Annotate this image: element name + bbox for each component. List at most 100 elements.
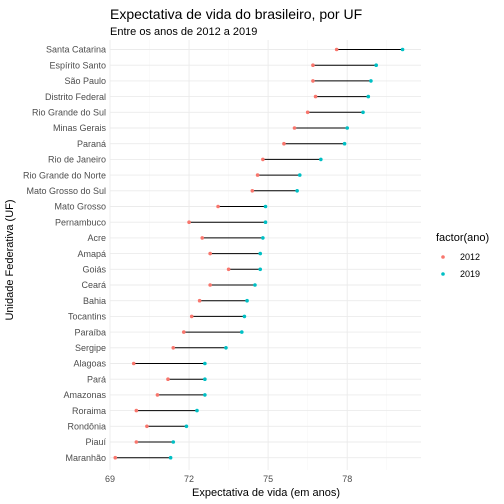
- y-tick-label: Goiás: [82, 265, 106, 275]
- x-axis-title: Expectativa de vida (em anos): [192, 487, 340, 499]
- point-2012: [305, 110, 310, 115]
- legend-key-2012: [441, 255, 445, 259]
- x-tick-label: 78: [342, 474, 352, 484]
- point-2019: [263, 204, 268, 209]
- y-tick-label: Mato Grosso: [54, 202, 106, 212]
- point-2012: [197, 298, 202, 303]
- y-tick-label: Piauí: [85, 437, 106, 447]
- point-2012: [187, 220, 191, 224]
- y-tick-label: Amazonas: [63, 390, 106, 400]
- point-2019: [261, 236, 265, 240]
- point-2012: [113, 455, 118, 460]
- x-tick-labels: 69 72 75 78: [105, 474, 352, 484]
- point-2019: [374, 63, 378, 67]
- y-tick-label: Rio Grande do Sul: [32, 108, 106, 118]
- point-2012: [145, 424, 149, 429]
- grid: [109, 40, 421, 470]
- segments: [115, 49, 403, 459]
- x-tick-label: 69: [105, 474, 115, 484]
- y-tick-label: Paraná: [77, 139, 106, 149]
- point-2019: [184, 424, 189, 429]
- point-2019: [245, 298, 249, 303]
- point-2012: [208, 283, 212, 287]
- point-2019: [168, 455, 173, 460]
- y-tick-label: Paraíba: [74, 327, 106, 337]
- point-2019: [361, 110, 365, 115]
- x-tick-label: 75: [263, 474, 273, 484]
- y-tick-labels: Santa Catarina Espírito Santo São Paulo Dis…: [23, 45, 107, 463]
- point-2012: [200, 236, 205, 240]
- point-2012: [171, 346, 176, 350]
- point-2012: [208, 251, 212, 256]
- point-2019: [258, 251, 263, 256]
- y-tick-label: Espírito Santo: [49, 60, 106, 70]
- point-2019: [295, 189, 299, 193]
- y-tick-label: Distrito Federal: [45, 92, 106, 102]
- y-tick-label: Amapá: [77, 249, 106, 259]
- point-2012: [292, 126, 297, 130]
- y-tick-label: Pará: [87, 374, 106, 384]
- point-2012: [313, 94, 318, 99]
- chart-subtitle: Entre os anos de 2012 a 2019: [110, 26, 257, 38]
- point-2019: [203, 393, 207, 397]
- point-2012: [166, 377, 170, 382]
- point-2012: [250, 189, 255, 193]
- point-2012: [131, 361, 136, 366]
- point-2012: [134, 408, 139, 413]
- point-2019: [345, 126, 350, 130]
- point-2019: [366, 94, 371, 99]
- point-2019: [171, 440, 176, 444]
- legend-label-2019: 2019: [460, 269, 480, 279]
- point-2012: [311, 63, 315, 67]
- point-2019: [400, 47, 405, 52]
- y-tick-label: Bahia: [83, 296, 106, 306]
- point-2012: [311, 79, 315, 83]
- point-2019: [253, 283, 257, 287]
- y-tick-label: Santa Catarina: [46, 45, 106, 55]
- point-2019: [195, 408, 199, 413]
- point-2012: [334, 47, 339, 52]
- legend-label-2012: 2012: [460, 252, 480, 262]
- point-2019: [342, 141, 347, 146]
- point-2019: [263, 220, 268, 224]
- point-2012: [282, 141, 286, 146]
- x-tick-label: 72: [184, 474, 194, 484]
- legend-title: factor(ano): [436, 232, 489, 244]
- legend-key-2019: [441, 272, 445, 276]
- point-2019: [203, 361, 207, 366]
- point-2012: [189, 314, 194, 319]
- point-2019: [242, 314, 247, 319]
- y-tick-label: Rio de Janeiro: [48, 155, 106, 165]
- point-2012: [134, 440, 139, 444]
- y-axis-title: Unidade Federativa (UF): [4, 199, 16, 320]
- point-2012: [181, 330, 186, 334]
- y-tick-label: Alagoas: [73, 359, 106, 369]
- point-2019: [369, 79, 373, 83]
- point-2012: [261, 157, 265, 162]
- y-tick-label: Rio Grande do Norte: [23, 170, 106, 180]
- y-tick-label: Pernambuco: [55, 217, 106, 227]
- point-2019: [258, 267, 263, 272]
- y-tick-label: Ceará: [81, 280, 106, 290]
- y-tick-label: Minas Gerais: [53, 123, 107, 133]
- y-tick-label: Rondônia: [67, 422, 106, 432]
- points: [113, 47, 405, 460]
- chart-title: Expectativa de vida do brasileiro, por U…: [110, 6, 362, 22]
- point-2019: [224, 346, 228, 350]
- y-tick-label: Acre: [87, 233, 106, 243]
- y-tick-label: São Paulo: [64, 76, 106, 86]
- y-tick-label: Mato Grosso do Sul: [26, 186, 106, 196]
- point-2012: [216, 204, 220, 209]
- y-tick-label: Tocantins: [68, 312, 107, 322]
- point-2012: [226, 267, 231, 272]
- point-2019: [239, 330, 244, 334]
- y-tick-label: Roraima: [72, 406, 106, 416]
- point-2019: [297, 173, 302, 177]
- y-tick-label: Maranhão: [65, 453, 106, 463]
- point-2012: [255, 173, 260, 177]
- point-2019: [319, 157, 323, 162]
- legend: factor(ano) 2012 2019: [436, 232, 489, 279]
- point-2012: [155, 393, 160, 397]
- point-2019: [203, 377, 207, 382]
